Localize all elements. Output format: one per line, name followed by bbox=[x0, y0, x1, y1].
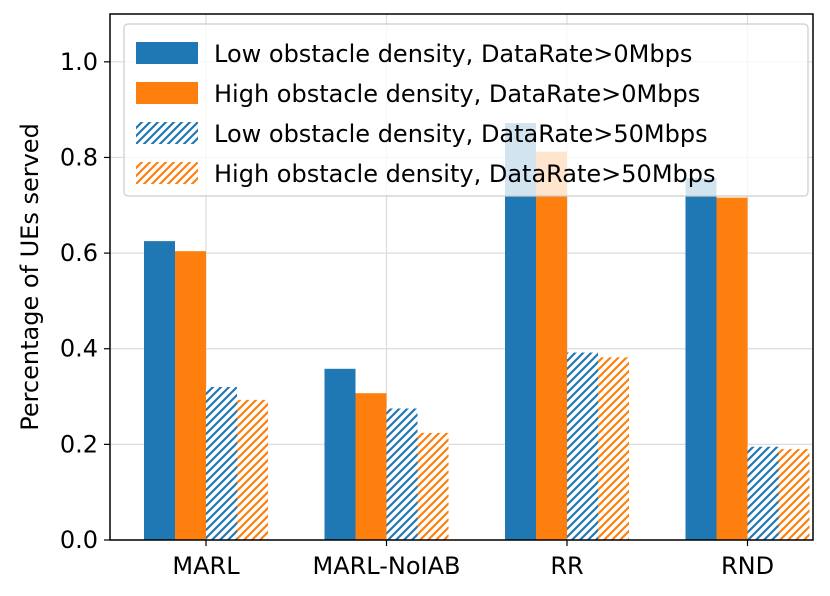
bar-series3-rnd bbox=[747, 446, 779, 540]
x-axis-ticks: MARL MARL-NoIAB RR RND bbox=[172, 540, 774, 580]
bar-series4-marl bbox=[237, 399, 268, 540]
y-tick-label: 0.2 bbox=[60, 430, 98, 458]
y-tick-label: 1.0 bbox=[60, 48, 98, 76]
bar-series3-marl bbox=[206, 386, 237, 540]
plot-frame bbox=[109, 13, 814, 541]
legend-swatch bbox=[136, 42, 198, 64]
bar-series1-marl bbox=[144, 241, 175, 541]
y-axis-ticks: 0.0 0.2 0.4 0.6 0.8 1.0 bbox=[60, 48, 110, 554]
y-tick-label: 0.4 bbox=[60, 335, 98, 363]
bar-series3-marl-noiab bbox=[386, 408, 418, 540]
bar-series2-marl bbox=[175, 251, 206, 541]
bar-series3-rr bbox=[567, 352, 598, 540]
legend-swatch bbox=[136, 162, 198, 184]
legend-box bbox=[123, 23, 809, 197]
bar-series4-marl-noiab bbox=[417, 432, 449, 540]
bar-series4-rnd bbox=[778, 449, 810, 540]
y-tick-label: 0.8 bbox=[60, 143, 98, 171]
bar-series2-marl-noiab bbox=[355, 393, 387, 540]
bar-series1-rnd bbox=[685, 178, 717, 540]
x-tick-label: RR bbox=[550, 552, 583, 580]
legend-label: Low obstacle density, DataRate>0Mbps bbox=[214, 40, 692, 68]
y-axis-label: Percentage of UEs served bbox=[16, 123, 44, 431]
bars bbox=[144, 123, 810, 541]
x-tick-label: RND bbox=[721, 552, 774, 580]
legend-swatch bbox=[136, 122, 198, 144]
bar-series4-rr bbox=[598, 357, 629, 540]
x-tick-label: MARL bbox=[172, 552, 240, 580]
y-tick-label: 0.0 bbox=[60, 526, 98, 554]
legend-label: High obstacle density, DataRate>50Mbps bbox=[214, 160, 716, 188]
x-tick-label: MARL-NoIAB bbox=[312, 552, 460, 580]
legend: Low obstacle density, DataRate>0Mbps High… bbox=[123, 23, 809, 197]
bar-series2-rr bbox=[536, 151, 567, 540]
y-tick-label: 0.6 bbox=[60, 239, 98, 267]
bar-series2-rnd bbox=[716, 197, 748, 540]
legend-label: Low obstacle density, DataRate>50Mbps bbox=[214, 120, 708, 148]
bar-series1-marl-noiab bbox=[324, 368, 356, 540]
legend-label: High obstacle density, DataRate>0Mbps bbox=[214, 80, 700, 108]
legend-swatch bbox=[136, 82, 198, 104]
